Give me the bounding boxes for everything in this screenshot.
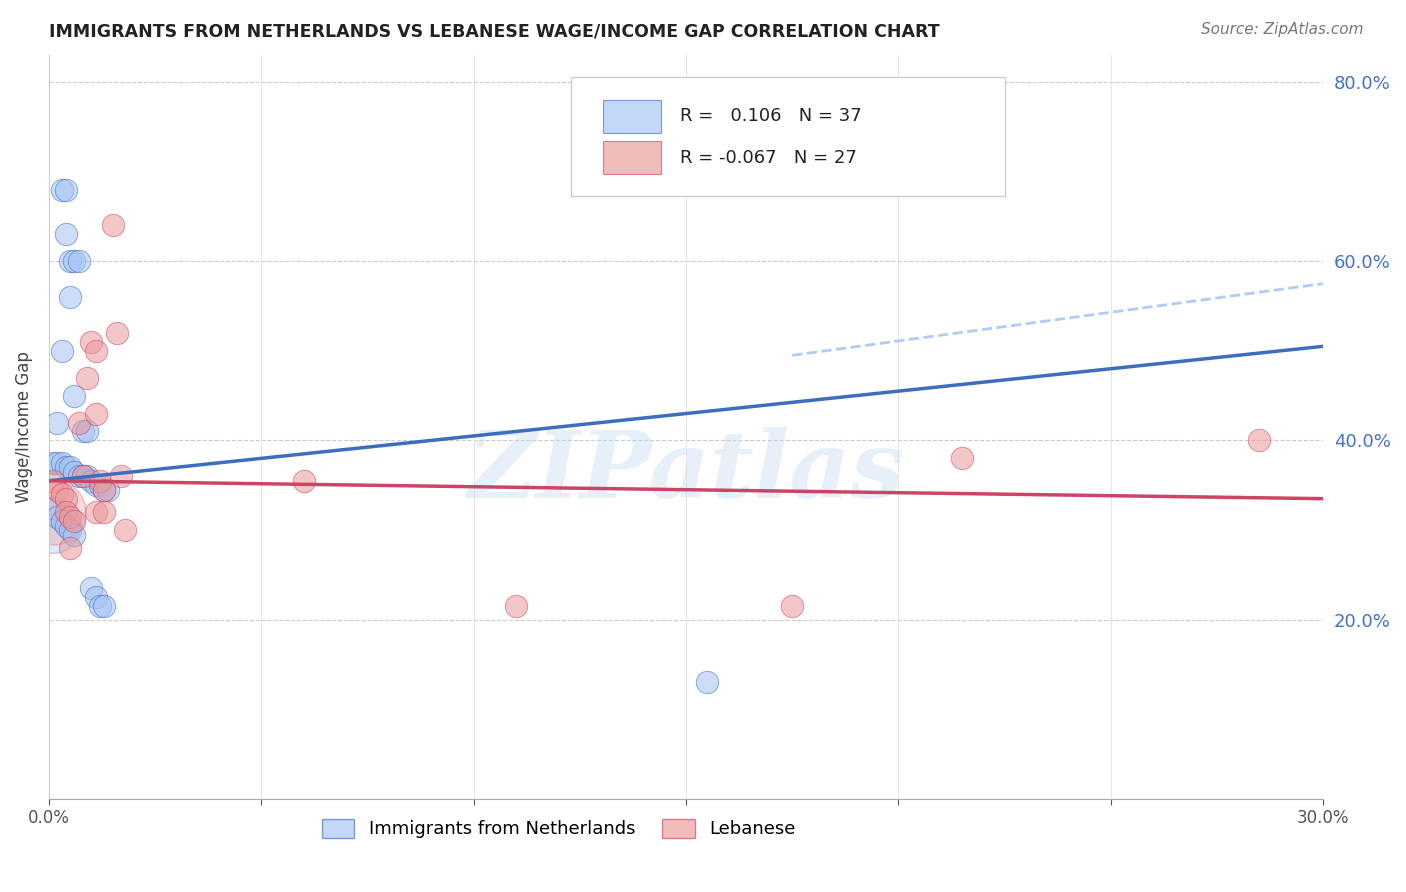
Point bbox=[89, 599, 111, 614]
Point bbox=[93, 483, 115, 497]
Point bbox=[51, 343, 73, 358]
Point bbox=[76, 425, 98, 439]
Point bbox=[72, 425, 94, 439]
Point bbox=[55, 182, 77, 196]
Point bbox=[63, 465, 86, 479]
Point bbox=[63, 527, 86, 541]
Point bbox=[101, 219, 124, 233]
Point bbox=[780, 599, 803, 614]
Text: R = -0.067   N = 27: R = -0.067 N = 27 bbox=[679, 149, 856, 167]
Bar bbox=[603, 141, 661, 174]
Legend: Immigrants from Netherlands, Lebanese: Immigrants from Netherlands, Lebanese bbox=[315, 812, 803, 846]
Point bbox=[55, 505, 77, 519]
Point bbox=[84, 505, 107, 519]
Point bbox=[84, 478, 107, 492]
Point bbox=[93, 599, 115, 614]
Point bbox=[72, 469, 94, 483]
Point bbox=[51, 487, 73, 501]
Point bbox=[51, 456, 73, 470]
Point bbox=[46, 483, 69, 497]
Point bbox=[63, 514, 86, 528]
Point bbox=[59, 254, 82, 268]
Point bbox=[59, 523, 82, 537]
Point bbox=[950, 451, 973, 466]
Point bbox=[67, 469, 90, 483]
Point bbox=[93, 483, 115, 497]
Point bbox=[67, 254, 90, 268]
Point bbox=[59, 460, 82, 475]
Point bbox=[42, 518, 65, 533]
Point bbox=[46, 509, 69, 524]
Point bbox=[59, 509, 82, 524]
Point bbox=[105, 326, 128, 340]
Point bbox=[67, 416, 90, 430]
Point bbox=[42, 456, 65, 470]
Point bbox=[292, 474, 315, 488]
Point bbox=[89, 474, 111, 488]
Point bbox=[46, 456, 69, 470]
Point bbox=[59, 290, 82, 304]
Point bbox=[84, 343, 107, 358]
Point bbox=[80, 581, 103, 595]
Point bbox=[84, 407, 107, 421]
Point bbox=[97, 483, 120, 497]
Point bbox=[72, 469, 94, 483]
Point bbox=[55, 227, 77, 242]
Point bbox=[505, 599, 527, 614]
Point bbox=[46, 416, 69, 430]
Point bbox=[89, 478, 111, 492]
Y-axis label: Wage/Income Gap: Wage/Income Gap bbox=[15, 351, 32, 503]
Text: ZIPatlas: ZIPatlas bbox=[467, 426, 904, 516]
Point bbox=[55, 460, 77, 475]
Point bbox=[93, 505, 115, 519]
Point bbox=[51, 514, 73, 528]
Point bbox=[76, 370, 98, 384]
Point bbox=[696, 675, 718, 690]
Text: IMMIGRANTS FROM NETHERLANDS VS LEBANESE WAGE/INCOME GAP CORRELATION CHART: IMMIGRANTS FROM NETHERLANDS VS LEBANESE … bbox=[49, 22, 939, 40]
Point bbox=[110, 469, 132, 483]
Point bbox=[42, 500, 65, 515]
Point bbox=[51, 182, 73, 196]
Text: R =   0.106   N = 37: R = 0.106 N = 37 bbox=[679, 107, 862, 125]
Point bbox=[42, 505, 65, 519]
Point bbox=[55, 491, 77, 506]
Point bbox=[114, 523, 136, 537]
Point bbox=[1249, 434, 1271, 448]
Point bbox=[84, 591, 107, 605]
Point bbox=[80, 474, 103, 488]
Point bbox=[59, 541, 82, 555]
Text: Source: ZipAtlas.com: Source: ZipAtlas.com bbox=[1201, 22, 1364, 37]
Bar bbox=[603, 100, 661, 133]
Point bbox=[55, 518, 77, 533]
Point bbox=[76, 469, 98, 483]
Point bbox=[63, 389, 86, 403]
Point bbox=[63, 254, 86, 268]
Point bbox=[42, 474, 65, 488]
FancyBboxPatch shape bbox=[571, 78, 1004, 196]
Point bbox=[80, 334, 103, 349]
